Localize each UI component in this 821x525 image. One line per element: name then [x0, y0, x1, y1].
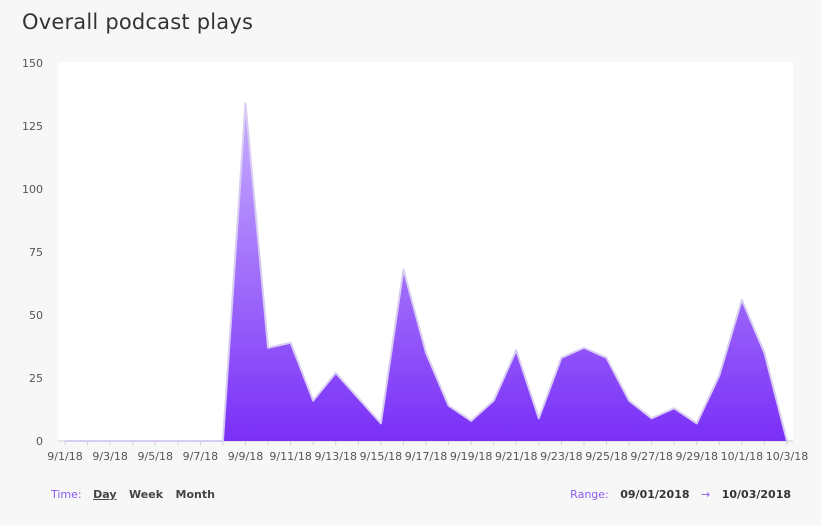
data-point — [560, 356, 563, 359]
time-option-week[interactable]: Week — [129, 488, 164, 501]
x-tick-label: 9/1/18 — [47, 450, 82, 463]
data-point — [718, 374, 721, 377]
data-point — [763, 351, 766, 354]
series-plays — [64, 102, 789, 443]
data-point — [695, 422, 698, 425]
time-label: Time: — [51, 488, 82, 501]
x-tick-label: 10/3/18 — [766, 450, 808, 463]
data-point — [379, 422, 382, 425]
arrow-right-icon: → — [701, 488, 711, 501]
x-axis: 9/1/18 9/3/18 9/5/18 9/7/18 9/9/18 9/11/18 9/1… — [47, 440, 808, 463]
data-point — [786, 440, 789, 443]
data-point — [425, 351, 428, 354]
time-option-day[interactable]: Day — [93, 488, 117, 501]
x-tick-label: 9/13/18 — [315, 450, 357, 463]
range-end-date[interactable]: 10/03/2018 — [721, 488, 791, 501]
data-point — [492, 399, 495, 402]
x-tick-label: 9/17/18 — [405, 450, 447, 463]
time-granularity-selector: Time: Day Week Month — [51, 488, 224, 501]
data-point — [582, 346, 585, 349]
x-tick-label: 9/29/18 — [676, 450, 718, 463]
x-tick-label: 9/5/18 — [138, 450, 173, 463]
y-tick-label: 0 — [36, 435, 43, 448]
area-chart: 0 25 50 75 100 125 150 9/1/18 9/3/18 9/5/18 9/7/1… — [22, 57, 808, 463]
y-tick-label: 150 — [22, 57, 43, 70]
y-tick-label: 125 — [22, 120, 43, 133]
data-point — [312, 399, 315, 402]
data-point — [515, 349, 518, 352]
x-tick-label: 9/9/18 — [228, 450, 263, 463]
data-point — [605, 356, 608, 359]
y-tick-label: 100 — [22, 183, 43, 196]
range-label: Range: — [570, 488, 609, 501]
time-option-month[interactable]: Month — [175, 488, 215, 501]
data-point — [244, 102, 247, 105]
x-tick-label: 9/27/18 — [630, 450, 672, 463]
data-point — [86, 440, 89, 443]
x-tick-label: 9/25/18 — [585, 450, 627, 463]
y-axis: 0 25 50 75 100 125 150 — [22, 57, 43, 448]
data-point — [357, 397, 360, 400]
y-tick-label: 75 — [29, 246, 43, 259]
x-tick-label: 9/7/18 — [183, 450, 218, 463]
y-tick-label: 25 — [29, 372, 43, 385]
date-range-selector[interactable]: Range: 09/01/2018 → 10/03/2018 — [570, 488, 791, 501]
x-tick-label: 9/11/18 — [269, 450, 311, 463]
x-tick-label: 10/1/18 — [721, 450, 763, 463]
y-tick-label: 50 — [29, 309, 43, 322]
x-tick-label: 9/15/18 — [360, 450, 402, 463]
data-point — [109, 440, 112, 443]
chart-title: Overall podcast plays — [22, 10, 254, 34]
x-tick-label: 9/19/18 — [450, 450, 492, 463]
data-point — [176, 440, 179, 443]
data-point — [650, 417, 653, 420]
data-point — [199, 440, 202, 443]
data-point — [628, 399, 631, 402]
area-outline — [65, 102, 788, 442]
data-point — [740, 298, 743, 301]
data-point — [447, 404, 450, 407]
data-point — [289, 341, 292, 344]
data-point — [673, 407, 676, 410]
x-tick-label: 9/3/18 — [92, 450, 127, 463]
data-point — [537, 417, 540, 420]
x-tick-label: 9/23/18 — [540, 450, 582, 463]
data-point — [221, 440, 224, 443]
range-start-date[interactable]: 09/01/2018 — [620, 488, 690, 501]
data-point — [131, 440, 134, 443]
data-point — [470, 419, 473, 422]
area-fill — [65, 103, 787, 441]
data-point — [334, 371, 337, 374]
data-point — [64, 440, 67, 443]
data-point — [154, 440, 157, 443]
data-point — [267, 346, 270, 349]
x-tick-label: 9/21/18 — [495, 450, 537, 463]
data-point — [402, 268, 405, 271]
